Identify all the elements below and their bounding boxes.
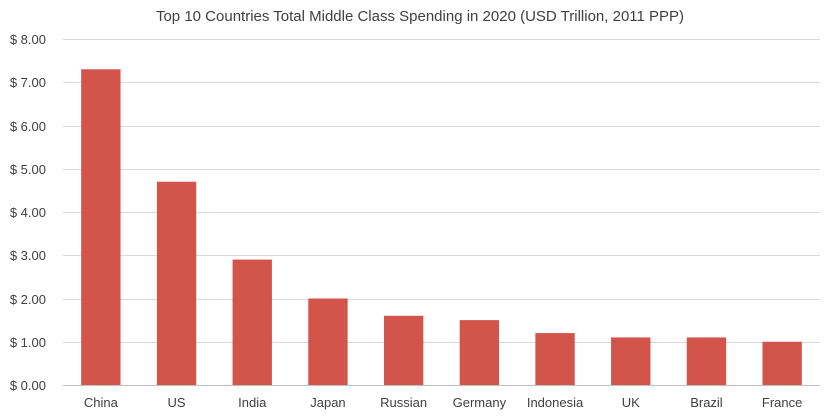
y-tick-label: $ 5.00 bbox=[10, 162, 46, 177]
x-category-label: France bbox=[762, 395, 802, 410]
chart-title: Top 10 Countries Total Middle Class Spen… bbox=[156, 8, 684, 25]
y-tick-label: $ 8.00 bbox=[10, 32, 46, 47]
bar-indonesia bbox=[535, 333, 575, 385]
x-category-label: Brazil bbox=[690, 395, 723, 410]
bar-brazil bbox=[686, 337, 727, 385]
bars bbox=[81, 69, 802, 386]
x-category-label: Germany bbox=[453, 395, 507, 410]
bar-japan bbox=[308, 298, 348, 385]
bar-uk bbox=[611, 337, 651, 385]
bar-india bbox=[232, 259, 272, 385]
x-category-label: Japan bbox=[310, 395, 345, 410]
x-category-label: UK bbox=[622, 395, 640, 410]
x-axis-categories: China US India Japan Russian Germany Indonesia… bbox=[84, 395, 803, 410]
x-category-label: China bbox=[84, 395, 119, 410]
bar-russian bbox=[383, 315, 424, 385]
y-tick-label: $ 1.00 bbox=[10, 335, 46, 350]
x-category-label: Indonesia bbox=[527, 395, 584, 410]
x-category-label: Russian bbox=[380, 395, 427, 410]
y-tick-label: $ 7.00 bbox=[10, 75, 46, 90]
y-axis-ticks: $ 0.00 $ 1.00 $ 2.00 $ 3.00 $ 4.00 $ 5.00 $ 6.… bbox=[10, 32, 46, 393]
x-category-label: US bbox=[168, 395, 186, 410]
x-category-label: India bbox=[238, 395, 267, 410]
y-tick-label: $ 6.00 bbox=[10, 119, 46, 134]
bar-china bbox=[81, 69, 121, 386]
y-tick-label: $ 4.00 bbox=[10, 205, 46, 220]
bar-germany bbox=[459, 320, 500, 385]
bar-france bbox=[762, 341, 802, 385]
y-tick-label: $ 2.00 bbox=[10, 292, 46, 307]
y-tick-label: $ 0.00 bbox=[10, 378, 46, 393]
y-tick-label: $ 3.00 bbox=[10, 248, 46, 263]
bar-us bbox=[156, 181, 197, 385]
